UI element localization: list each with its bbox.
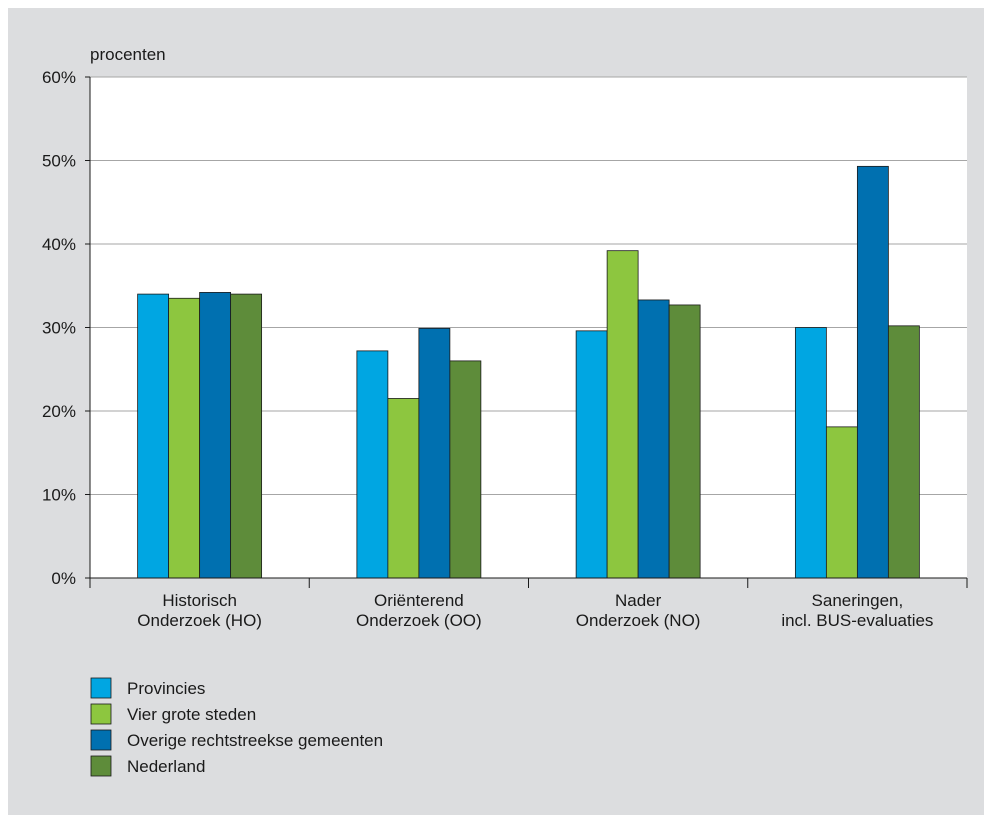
- bar-overige-rechtstreekse-gemeenten: [418, 327, 451, 579]
- bar-overige-rechtstreekse-gemeenten: [199, 292, 232, 579]
- legend-label: Vier grote steden: [127, 705, 256, 724]
- bar-provincies: [137, 293, 170, 579]
- y-tick-label: 0%: [51, 569, 76, 588]
- y-tick-label: 40%: [42, 235, 76, 254]
- bar-nederland: [668, 304, 701, 579]
- bar-nederland: [230, 293, 263, 579]
- y-tick-label: 50%: [42, 152, 76, 171]
- legend-label: Overige rechtstreekse gemeenten: [127, 731, 383, 750]
- y-tick-label: 30%: [42, 319, 76, 338]
- bar-overige-rechtstreekse-gemeenten: [637, 299, 670, 579]
- legend: Provincies Vier grote steden Overige recht…: [90, 677, 383, 777]
- x-category-label: Saneringen, incl. BUS-evaluaties: [781, 591, 933, 630]
- legend-label: Provincies: [127, 679, 205, 698]
- bar-nederland: [449, 360, 482, 579]
- y-tick-label: 60%: [42, 68, 76, 87]
- x-category-labels: Historisch Onderzoek (HO) Oriënterend Onder…: [137, 591, 933, 630]
- y-tick-labels: 0% 10% 20% 30% 40% 50% 60%: [42, 68, 76, 588]
- legend-swatch: [90, 703, 112, 725]
- bar-vier-grote-steden: [825, 426, 858, 579]
- bar-provincies: [356, 350, 389, 579]
- bar-vier-grote-steden: [606, 250, 639, 579]
- legend-label: Nederland: [127, 757, 205, 776]
- bar-overige-rechtstreekse-gemeenten: [856, 165, 889, 579]
- bar-vier-grote-steden: [168, 297, 201, 579]
- bars: [137, 165, 920, 579]
- y-tick-label: 20%: [42, 402, 76, 421]
- legend-swatch: [90, 677, 112, 699]
- y-tick-label: 10%: [42, 486, 76, 505]
- x-category-label: Historisch Onderzoek (HO): [137, 591, 262, 630]
- legend-swatch: [90, 729, 112, 751]
- bar-provincies: [794, 327, 827, 579]
- axes: [85, 76, 968, 588]
- y-axis-label: procenten: [90, 45, 166, 64]
- x-category-label: Oriënterend Onderzoek (OO): [356, 591, 482, 630]
- bar-provincies: [575, 330, 608, 579]
- bar-vier-grote-steden: [387, 398, 420, 579]
- bar-nederland: [887, 325, 920, 579]
- x-category-label: Nader Onderzoek (NO): [576, 591, 701, 630]
- legend-swatch: [90, 755, 112, 777]
